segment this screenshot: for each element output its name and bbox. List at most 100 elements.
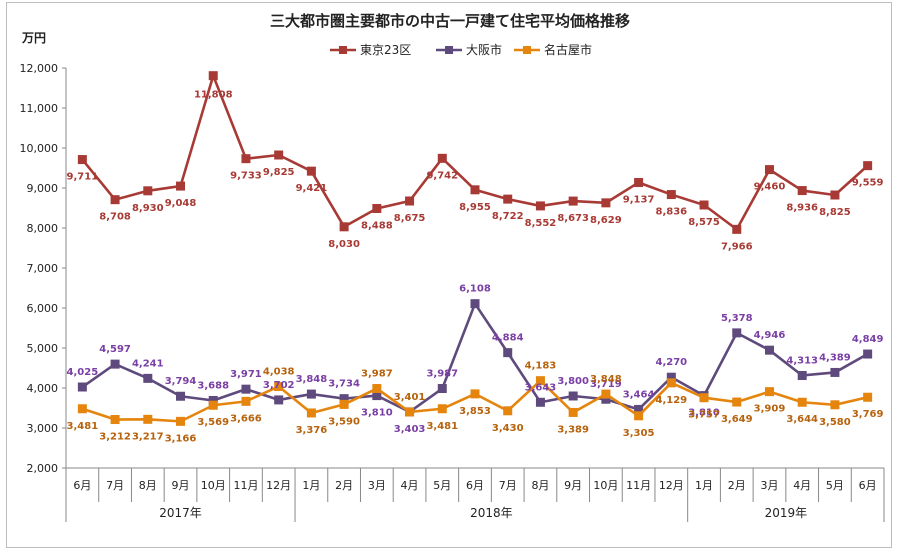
- data-label: 4,025: [67, 367, 99, 378]
- legend-marker: [523, 46, 531, 54]
- data-label: 3,389: [557, 424, 589, 435]
- data-label: 9,559: [852, 178, 884, 189]
- data-label: 4,038: [263, 366, 295, 377]
- data-point: [274, 381, 284, 391]
- data-label: 3,401: [394, 392, 426, 403]
- data-label: 3,688: [197, 380, 229, 391]
- data-label: 3,702: [263, 380, 295, 391]
- data-label: 3,464: [623, 389, 655, 400]
- data-label: 8,629: [590, 215, 622, 226]
- data-point: [634, 404, 644, 414]
- x-tick-label: 9月: [564, 479, 582, 492]
- data-label: 3,569: [197, 417, 229, 428]
- data-label: 9,825: [263, 167, 295, 178]
- data-point: [77, 382, 87, 392]
- data-label: 3,305: [623, 428, 655, 439]
- data-point: [503, 194, 513, 204]
- data-point: [830, 190, 840, 200]
- data-label: 3,734: [328, 379, 360, 390]
- x-tick-label: 1月: [695, 479, 713, 492]
- data-point: [863, 161, 873, 171]
- data-point: [77, 404, 87, 414]
- x-tick-label: 5月: [433, 479, 451, 492]
- data-point: [830, 400, 840, 410]
- data-label: 3,719: [590, 379, 622, 390]
- data-label: 3,212: [99, 432, 131, 443]
- legend-label: 名古屋市: [544, 42, 592, 57]
- y-tick-label: 6,000: [27, 302, 59, 315]
- legend: 東京23区 大阪市 名古屋市: [330, 42, 592, 57]
- data-label: 3,769: [852, 409, 884, 420]
- data-point: [699, 393, 709, 403]
- data-label: 3,430: [492, 423, 524, 434]
- data-label: 3,794: [165, 376, 197, 387]
- y-tick-label: 10,000: [20, 142, 59, 155]
- x-tick-label: 6月: [859, 479, 877, 492]
- legend-label: 東京23区: [360, 43, 411, 57]
- data-point: [241, 384, 251, 394]
- x-tick-label: 8月: [139, 479, 157, 492]
- data-label: 3,166: [165, 433, 197, 444]
- data-point: [634, 178, 644, 188]
- data-label: 8,836: [655, 207, 687, 218]
- x-tick-label: 2月: [335, 479, 353, 492]
- data-point: [208, 400, 218, 410]
- data-point: [568, 196, 578, 206]
- x-tick-label: 9月: [172, 479, 190, 492]
- x-tick-label: 11月: [233, 479, 258, 492]
- data-label: 4,129: [655, 395, 687, 406]
- year-label: 2018年: [470, 506, 513, 520]
- data-point: [503, 406, 513, 416]
- y-tick-label: 11,000: [20, 102, 59, 115]
- data-point: [405, 196, 415, 206]
- data-label: 8,708: [99, 212, 131, 223]
- year-label: 2019年: [765, 506, 808, 520]
- data-point: [732, 224, 742, 234]
- data-point: [601, 389, 611, 399]
- data-point: [601, 394, 611, 404]
- legend-marker: [339, 46, 347, 54]
- data-point: [764, 387, 774, 397]
- data-label: 8,552: [525, 218, 557, 229]
- data-point: [797, 397, 807, 407]
- data-label: 4,270: [655, 357, 687, 368]
- x-tick-label: 4月: [401, 479, 419, 492]
- data-label: 3,644: [786, 414, 818, 425]
- data-label: 8,030: [328, 239, 360, 250]
- data-label: 3,757: [688, 410, 720, 421]
- data-label: 4,389: [819, 352, 851, 363]
- axes: 2,000 3,000 4,000 5,000 6,000 7,000 8,000 9,000…: [20, 62, 885, 522]
- data-label: 3,971: [230, 369, 262, 380]
- data-label: 8,955: [459, 202, 491, 213]
- data-label: 8,488: [361, 220, 393, 231]
- data-point: [339, 399, 349, 409]
- x-tick-label: 3月: [760, 479, 778, 492]
- data-point: [339, 394, 349, 404]
- data-label: 5,378: [721, 313, 753, 324]
- data-point: [666, 190, 676, 200]
- data-point: [176, 181, 186, 191]
- y-tick-label: 4,000: [27, 382, 59, 395]
- data-point: [634, 411, 644, 421]
- data-label: 3,666: [230, 413, 262, 424]
- data-label: 8,722: [492, 211, 524, 222]
- data-point: [797, 370, 807, 380]
- data-point: [306, 389, 316, 399]
- data-point: [110, 359, 120, 369]
- data-point: [535, 376, 545, 386]
- data-point: [339, 222, 349, 232]
- data-label: 3,987: [361, 369, 393, 380]
- data-point: [306, 408, 316, 418]
- x-tick-label: 10月: [593, 479, 618, 492]
- legend-label: 大阪市: [466, 42, 502, 57]
- data-label: 4,313: [786, 355, 818, 366]
- data-label: 9,460: [754, 182, 786, 193]
- data-label: 9,711: [67, 172, 99, 183]
- data-point: [797, 186, 807, 196]
- data-point: [830, 367, 840, 377]
- data-point: [535, 201, 545, 211]
- data-point: [241, 396, 251, 406]
- data-label: 8,825: [819, 207, 851, 218]
- data-label: 9,742: [426, 170, 458, 181]
- data-point: [764, 165, 774, 175]
